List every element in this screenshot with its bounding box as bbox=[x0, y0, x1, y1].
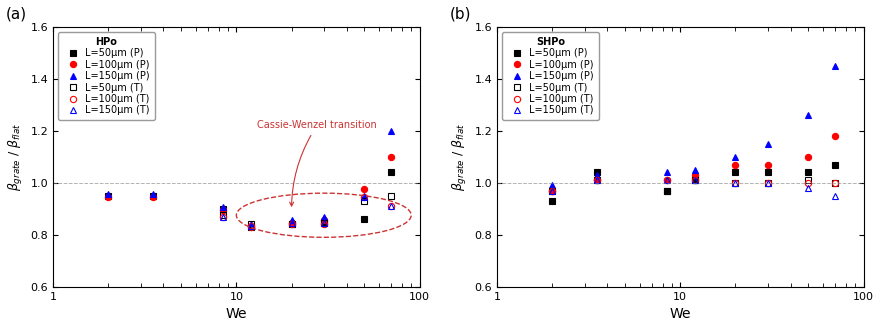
Legend: L=50μm (P), L=100μm (P), L=150μm (P), L=50μm (T), L=100μm (T), L=150μm (T): L=50μm (P), L=100μm (P), L=150μm (P), L=… bbox=[58, 32, 155, 120]
Text: (b): (b) bbox=[449, 7, 471, 22]
X-axis label: We: We bbox=[670, 307, 691, 321]
Legend: L=50μm (P), L=100μm (P), L=150μm (P), L=50μm (T), L=100μm (T), L=150μm (T): L=50μm (P), L=100μm (P), L=150μm (P), L=… bbox=[502, 32, 599, 120]
Y-axis label: $\beta_{grate}$ / $\beta_{flat}$: $\beta_{grate}$ / $\beta_{flat}$ bbox=[7, 123, 25, 191]
Text: Cassie-Wenzel transition: Cassie-Wenzel transition bbox=[257, 120, 377, 206]
Y-axis label: $\beta_{grate}$ / $\beta_{flat}$: $\beta_{grate}$ / $\beta_{flat}$ bbox=[451, 123, 469, 191]
Text: (a): (a) bbox=[5, 7, 26, 22]
X-axis label: We: We bbox=[226, 307, 247, 321]
